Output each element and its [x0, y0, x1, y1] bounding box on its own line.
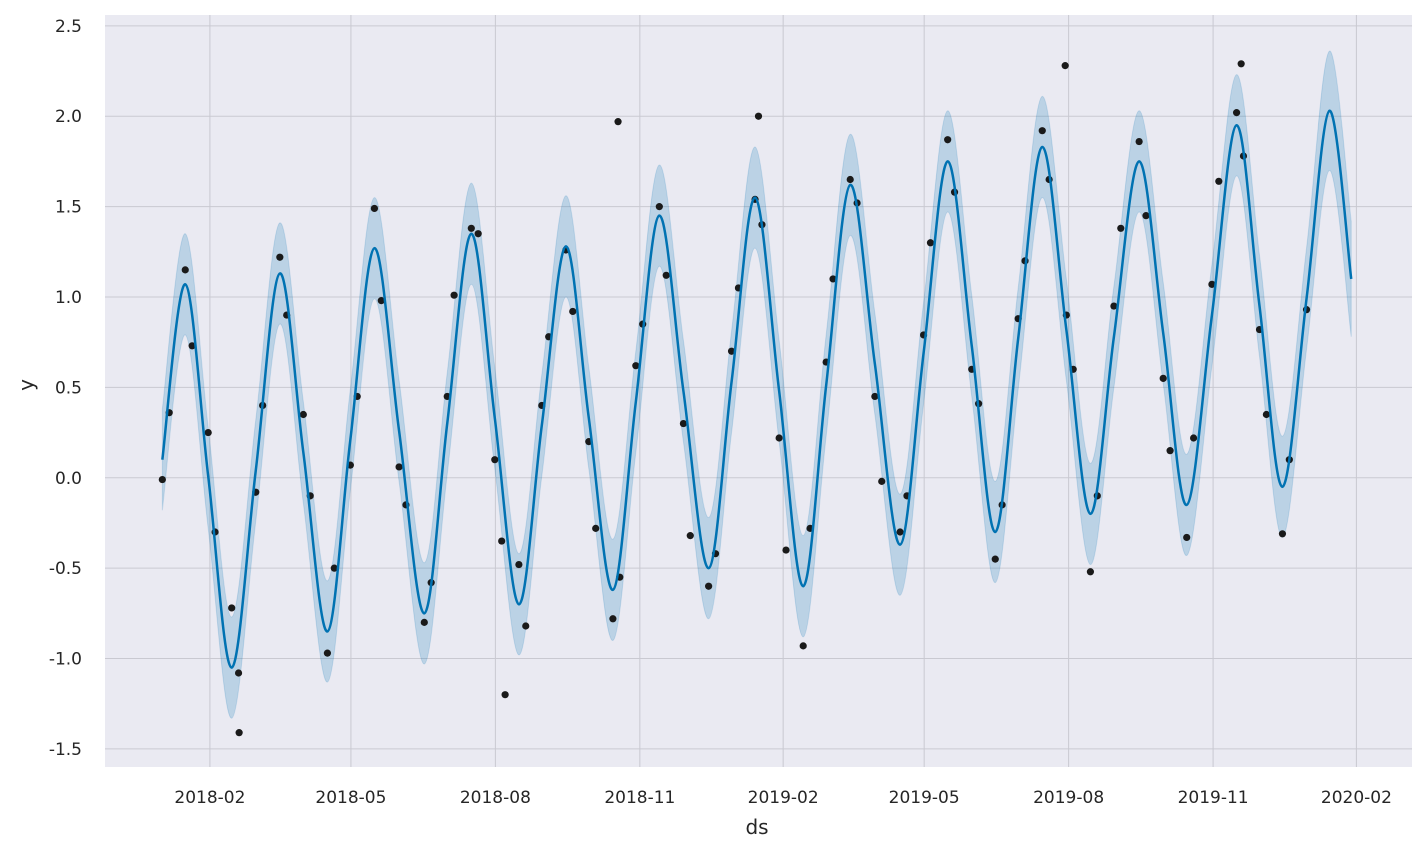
observed-point: [522, 622, 530, 630]
observed-point: [235, 729, 243, 737]
observed-point: [592, 524, 600, 532]
forecast-line: [161, 109, 1353, 669]
observed-point: [450, 291, 458, 299]
y-axis-label: y: [14, 379, 38, 391]
observed-point: [1086, 568, 1095, 576]
observed-point: [1135, 137, 1143, 146]
observed-point: [204, 428, 212, 437]
observed-point: [1117, 224, 1125, 232]
observed-point: [1183, 533, 1191, 542]
observed-point: [846, 175, 854, 184]
observed-point: [1189, 434, 1198, 442]
observed-point: [234, 669, 243, 677]
observed-point: [727, 347, 736, 355]
observed-point: [944, 136, 952, 144]
observed-point: [878, 477, 886, 485]
observed-point: [467, 224, 475, 232]
observed-point: [655, 203, 663, 211]
observed-point: [1159, 374, 1167, 382]
observed-point: [420, 618, 428, 626]
y-tick-label: -1.0: [49, 650, 82, 670]
x-tick-label: 2019-05: [889, 788, 960, 808]
observed-point: [705, 582, 713, 590]
marks: [158, 50, 1353, 737]
observed-point: [679, 419, 688, 428]
observed-point: [515, 560, 523, 569]
observed-point: [782, 546, 790, 554]
x-tick-label: 2018-02: [174, 788, 245, 808]
y-tick-label: 0.5: [55, 378, 82, 398]
x-tick-label: 2018-08: [460, 788, 531, 808]
x-tick-label: 2019-11: [1178, 788, 1249, 808]
observed-point: [1061, 62, 1069, 70]
observed-point: [896, 528, 904, 536]
grid: [105, 15, 1412, 767]
plot-area: [105, 15, 1412, 767]
observed-point: [1278, 530, 1287, 538]
observed-point: [871, 392, 879, 401]
observed-point: [799, 642, 807, 650]
x-axis-label: ds: [745, 815, 768, 839]
observed-point: [1232, 109, 1241, 117]
observed-point: [276, 253, 284, 261]
x-tick-label: 2020-02: [1321, 788, 1392, 808]
observed-point: [1110, 302, 1118, 310]
observed-point: [474, 230, 482, 238]
observed-point: [632, 362, 640, 370]
x-tick-label: 2019-08: [1033, 788, 1104, 808]
observed-point: [299, 410, 307, 419]
observed-point: [1208, 280, 1216, 288]
observed-point: [1166, 447, 1174, 455]
observed-point: [491, 456, 499, 464]
observed-point: [991, 555, 999, 563]
x-tick-label: 2018-11: [604, 788, 675, 808]
observed-point: [1237, 60, 1245, 68]
y-tick-label: 1.5: [55, 198, 82, 218]
x-tick-label: 2018-05: [315, 788, 386, 808]
observed-point: [158, 475, 166, 484]
observed-point: [188, 342, 196, 350]
y-tick-label: 2.0: [55, 107, 82, 127]
observed-point: [829, 275, 837, 283]
observed-point: [686, 532, 694, 540]
observed-point: [330, 564, 338, 572]
observed-point: [1215, 177, 1223, 185]
y-tick-label: -1.5: [49, 740, 82, 760]
y-tick-label: 2.5: [55, 17, 82, 37]
observed-point: [662, 271, 670, 279]
observed-point: [569, 307, 577, 316]
observed-point: [775, 434, 783, 442]
observed-point: [395, 463, 403, 471]
observed-point: [1038, 127, 1046, 135]
observed-point: [323, 649, 332, 657]
y-tick-label: 0.0: [55, 469, 82, 489]
observed-point: [377, 297, 385, 305]
observed-point: [501, 691, 509, 699]
observed-point: [609, 615, 617, 623]
observed-point: [498, 537, 506, 545]
y-tick-label: 1.0: [55, 288, 82, 308]
observed-point: [1262, 410, 1270, 419]
observed-point: [1142, 212, 1150, 220]
observed-point: [370, 204, 379, 213]
observed-point: [181, 266, 189, 274]
x-tick-label: 2019-02: [748, 788, 819, 808]
observed-point: [614, 118, 622, 126]
observed-point: [926, 239, 935, 247]
y-tick-label: -0.5: [49, 559, 82, 579]
observed-point: [228, 604, 236, 612]
observed-point: [754, 112, 763, 120]
